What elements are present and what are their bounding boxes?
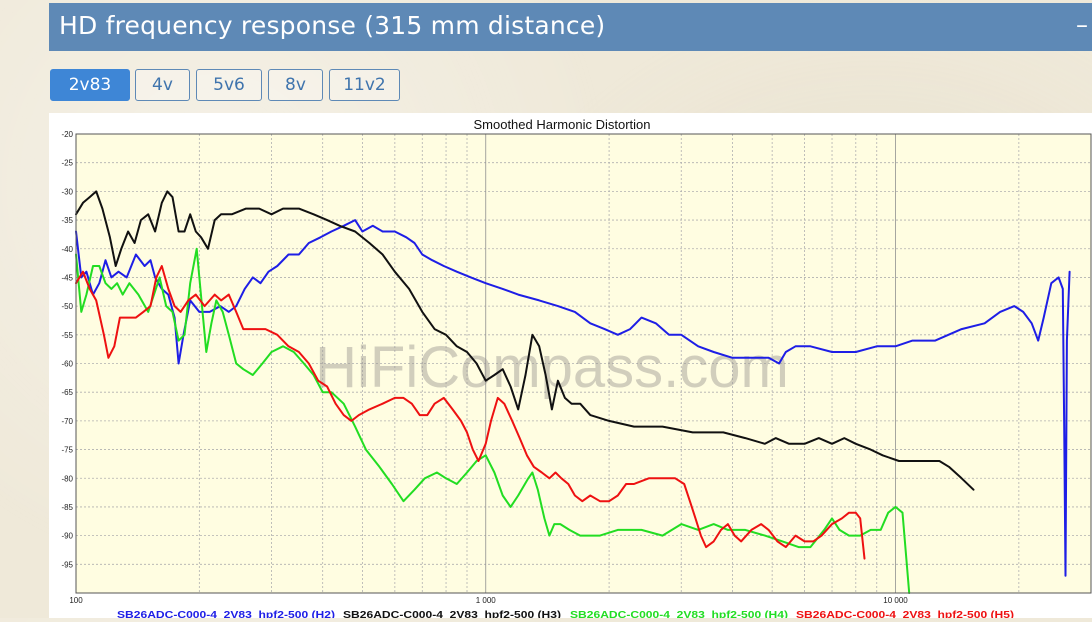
y-tick-label: -25: [61, 159, 73, 168]
y-tick-label: -75: [61, 446, 73, 455]
y-tick-label: -65: [61, 388, 73, 397]
series-line-2: [75, 190, 975, 491]
series-lines: [75, 190, 1071, 594]
y-tick-label: -35: [61, 216, 73, 225]
chart-container: Smoothed Harmonic Distortion HiFiCompass…: [49, 113, 1092, 621]
harmonic-distortion-chart: Smoothed Harmonic Distortion HiFiCompass…: [49, 113, 1092, 621]
y-tick-label: -60: [61, 360, 73, 369]
legend: SB26ADC-C000-4_2V83_hpf2-500 (H2) SB26ADC…: [117, 610, 1014, 621]
y-tick-label: -85: [61, 503, 73, 512]
tab-8v[interactable]: 8v: [268, 69, 323, 101]
y-tick-label: -20: [61, 130, 73, 139]
y-tick-label: -55: [61, 331, 73, 340]
legend-entry-1: SB26ADC-C000-4_2V83_hpf2-500 (H2): [117, 610, 335, 618]
y-tick-label: -95: [61, 560, 73, 569]
series-line-3: [75, 247, 911, 594]
section-header[interactable]: HD frequency response (315 mm distance) …: [49, 3, 1092, 51]
tab-11v2[interactable]: 11v2: [329, 69, 400, 101]
watermark: HiFiCompass.com: [315, 335, 789, 400]
legend-entry-4: SB26ADC-C000-4_2V83_hpf2-500 (H5): [796, 610, 1014, 618]
collapse-icon[interactable]: –: [1076, 11, 1088, 39]
plot-border: [75, 133, 1092, 594]
x-tick-label: 100: [69, 596, 83, 605]
legend-entry-2: SB26ADC-C000-4_2V83_hpf2-500 (H3): [343, 610, 561, 618]
series-line-4: [75, 265, 866, 560]
x-tick-label: 1 000: [476, 596, 497, 605]
y-axis-labels: -20 -25 -30 -35 -40 -45 -50 -55 -60 -65 -70 -75 -80 -…: [61, 130, 73, 569]
x-axis-labels: 100 1 000 10 000: [69, 596, 908, 605]
legend-entry-3: SB26ADC-C000-4_2V83_hpf2-500 (H4): [570, 610, 788, 618]
y-tick-label: -30: [61, 187, 73, 196]
chart-title: Smoothed Harmonic Distortion: [473, 117, 650, 132]
x-tick-label: 10 000: [883, 596, 908, 605]
y-tick-label: -45: [61, 273, 73, 282]
section-title: HD frequency response (315 mm distance): [59, 11, 606, 40]
y-tick-label: -50: [61, 302, 73, 311]
tab-5v6[interactable]: 5v6: [196, 69, 262, 101]
y-tick-label: -40: [61, 245, 73, 254]
tab-2v83[interactable]: 2v83: [50, 69, 130, 101]
y-tick-label: -90: [61, 532, 73, 541]
tab-4v[interactable]: 4v: [135, 69, 190, 101]
y-tick-label: -70: [61, 417, 73, 426]
y-tick-label: -80: [61, 474, 73, 483]
